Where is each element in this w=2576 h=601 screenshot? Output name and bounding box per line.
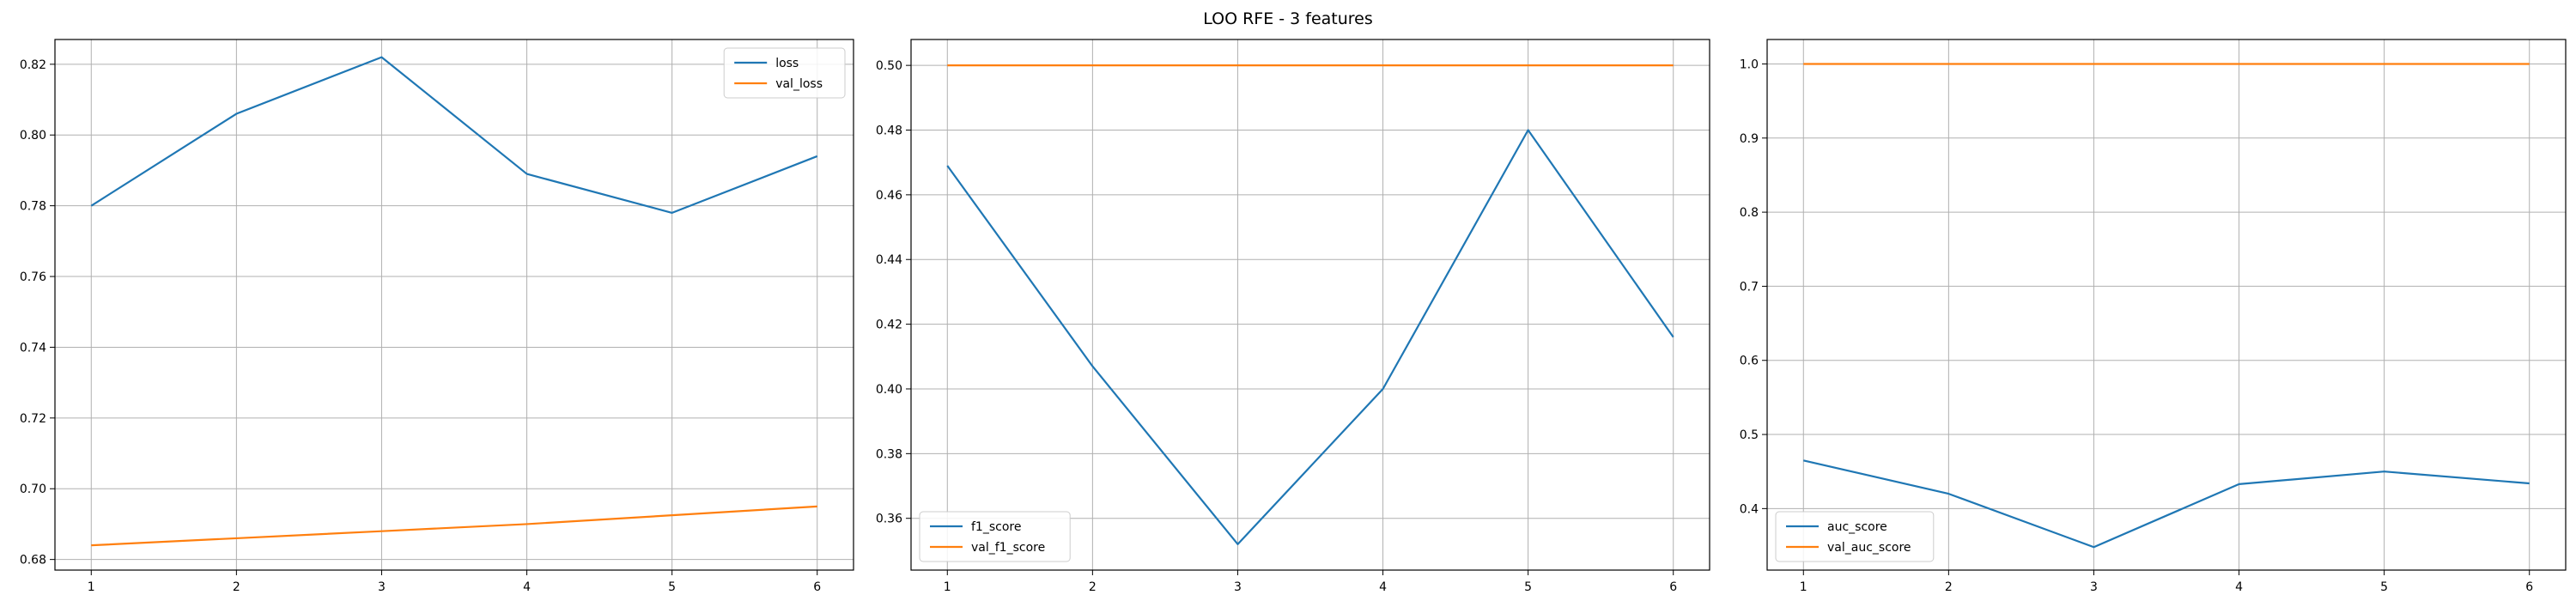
y-tick-label: 1.0 [1740, 58, 1759, 71]
x-tick-label: 1 [944, 580, 951, 594]
y-tick-label: 0.36 [876, 513, 902, 526]
y-tick-label: 0.82 [20, 58, 46, 72]
x-tick-label: 4 [2235, 580, 2243, 594]
y-tick-label: 0.78 [20, 200, 46, 214]
x-tick-label: 2 [1089, 580, 1097, 594]
series-line-loss [90, 56, 818, 214]
legend-label: val_loss [775, 77, 823, 91]
figure-suptitle: LOO RFE - 3 features [1203, 9, 1373, 28]
y-tick-label: 0.44 [876, 253, 902, 267]
series-line-val-loss [91, 505, 817, 547]
y-tick-label: 0.8 [1740, 206, 1759, 220]
auc-score-panel: 1 2 3 4 5 6 0.4 0.5 0.6 0.7 0.8 0.9 1.0 auc_score val_… [1740, 39, 2567, 594]
series-line-auc-score [1803, 459, 2530, 549]
x-tick-label: 2 [1945, 580, 1953, 594]
legend-box [1775, 511, 1935, 562]
x-tick-label: 6 [2525, 580, 2533, 594]
y-tick-label: 0.48 [876, 124, 902, 138]
legend: f1_score val_f1_score [919, 511, 1071, 562]
y-tick-label: 0.50 [876, 59, 902, 73]
x-tick-label: 3 [1234, 580, 1242, 594]
y-tick-label: 0.70 [20, 483, 46, 496]
x-tick-label: 3 [2090, 580, 2098, 594]
y-tick-label: 0.6 [1740, 355, 1759, 368]
y-tick-label: 0.5 [1740, 428, 1759, 442]
y-tick-label: 0.9 [1740, 132, 1759, 146]
y-tick-label: 0.46 [876, 189, 902, 203]
series-line-f1-score [946, 129, 1674, 545]
legend-label: f1_score [971, 520, 1021, 534]
y-tick-label: 0.74 [20, 341, 46, 355]
x-tick-label: 4 [1379, 580, 1387, 594]
y-tick-label: 0.68 [20, 554, 46, 568]
legend-label: val_auc_score [1827, 541, 1911, 555]
x-tick-label: 4 [523, 580, 531, 594]
loss-panel: 1 2 3 4 5 6 0.68 0.70 0.72 0.74 0.76 0.78 0.80 0.82 lo… [20, 39, 854, 594]
x-tick-label: 6 [1669, 580, 1677, 594]
y-tick-label: 0.38 [876, 447, 902, 461]
legend: auc_score val_auc_score [1775, 511, 1935, 562]
legend-label: auc_score [1827, 520, 1887, 534]
x-tick-label: 1 [88, 580, 95, 594]
axes-frame [54, 39, 854, 571]
y-tick-label: 0.72 [20, 412, 46, 426]
axes-frame [1766, 39, 2567, 571]
y-tick-label: 0.7 [1740, 280, 1759, 294]
y-tick-label: 0.4 [1740, 502, 1759, 516]
x-tick-label: 5 [668, 580, 676, 594]
y-tick-label: 0.76 [20, 270, 46, 284]
x-tick-label: 5 [2380, 580, 2388, 594]
legend-label: val_f1_score [971, 541, 1045, 555]
legend: loss val_loss [723, 47, 846, 99]
x-tick-label: 2 [233, 580, 240, 594]
x-tick-label: 3 [378, 580, 386, 594]
x-tick-label: 6 [813, 580, 821, 594]
legend-box [919, 511, 1071, 562]
x-tick-label: 5 [1524, 580, 1532, 594]
y-tick-label: 0.42 [876, 319, 902, 332]
y-tick-label: 0.80 [20, 129, 46, 143]
f1-score-panel: 1 2 3 4 5 6 0.36 0.38 0.40 0.42 0.44 0.46 0.48 0.50 f1… [876, 39, 1710, 594]
y-tick-label: 0.40 [876, 383, 902, 397]
x-tick-label: 1 [1800, 580, 1807, 594]
legend-label: loss [775, 57, 799, 70]
legend-box [723, 47, 846, 99]
axes-frame [910, 39, 1710, 571]
